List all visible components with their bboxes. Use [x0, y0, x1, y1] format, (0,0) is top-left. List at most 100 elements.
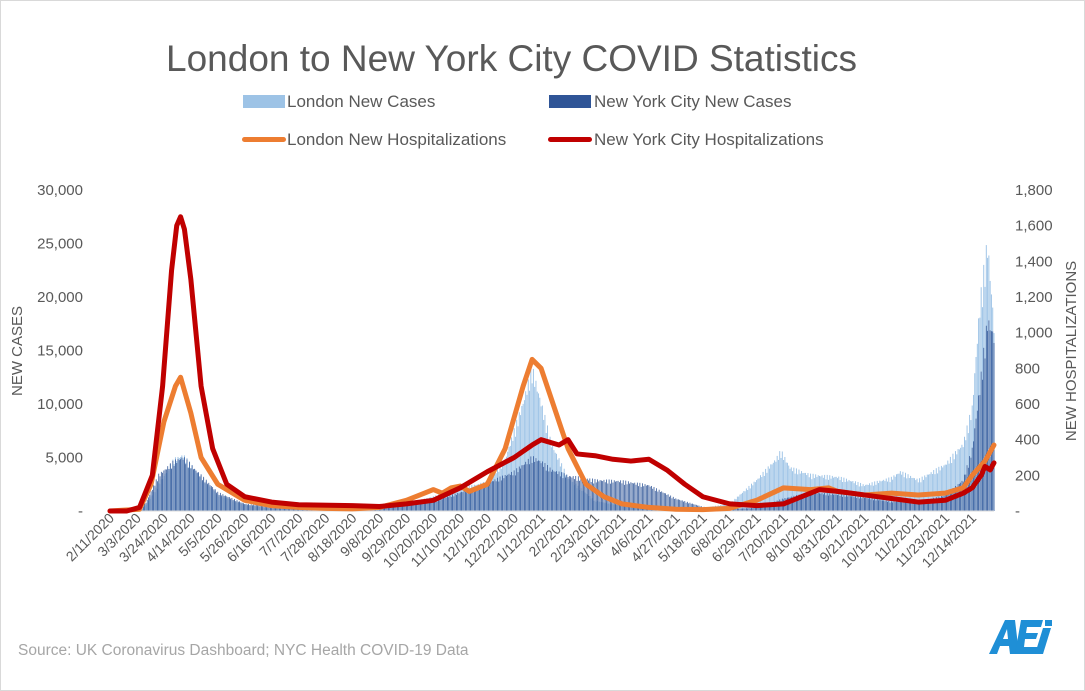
bar — [231, 497, 233, 511]
bar — [408, 505, 410, 511]
bar — [228, 497, 230, 511]
bar — [929, 499, 931, 511]
bar — [577, 476, 579, 511]
bar — [511, 471, 512, 511]
bar — [951, 492, 953, 511]
bar — [562, 478, 564, 511]
bar — [440, 498, 442, 511]
bar — [662, 492, 664, 511]
bar — [985, 325, 987, 511]
bar — [748, 508, 750, 511]
bar — [494, 479, 496, 511]
bar — [893, 501, 895, 511]
bar — [790, 496, 792, 511]
bar — [529, 464, 530, 511]
bar — [398, 506, 400, 511]
bar — [239, 501, 240, 511]
bar — [175, 459, 176, 511]
bar — [423, 502, 425, 511]
bar — [381, 507, 383, 511]
bar — [568, 476, 570, 511]
bar — [829, 493, 831, 511]
bar — [812, 491, 814, 511]
bar — [194, 468, 196, 511]
bar — [660, 491, 661, 511]
bar — [835, 494, 837, 511]
bar — [276, 506, 278, 511]
bar — [906, 502, 908, 511]
bar — [484, 487, 486, 511]
bar — [395, 506, 397, 511]
bar — [267, 506, 269, 511]
bar — [443, 498, 444, 511]
bar — [444, 497, 446, 511]
bar — [676, 499, 678, 511]
bar — [155, 479, 157, 511]
bar — [162, 472, 163, 511]
bar — [153, 485, 155, 511]
bar — [390, 506, 392, 511]
y-tick-label-right: 1,800 — [1015, 182, 1053, 199]
bar — [869, 498, 870, 511]
bar — [957, 449, 959, 511]
bar — [969, 456, 971, 511]
bar — [262, 505, 264, 511]
bars-london-cases — [137, 245, 995, 511]
bar — [223, 495, 225, 511]
bar — [799, 473, 801, 511]
bar — [201, 480, 203, 511]
bar — [639, 482, 641, 511]
bar — [203, 476, 205, 511]
bar — [529, 390, 531, 511]
bar — [565, 477, 566, 511]
bar — [515, 475, 516, 511]
bar — [584, 479, 586, 511]
bar — [756, 507, 758, 511]
bar — [184, 457, 185, 511]
bar — [549, 467, 551, 511]
bar — [930, 472, 932, 511]
bar — [620, 480, 622, 511]
bar — [857, 496, 859, 511]
bar — [826, 474, 828, 511]
y-tick-label-left: 20,000 — [37, 289, 83, 306]
bar — [244, 504, 246, 511]
bar — [920, 502, 922, 511]
bar — [217, 491, 219, 511]
bar — [902, 501, 904, 511]
bar — [436, 501, 438, 511]
line-nyc-hospitalizations — [107, 214, 997, 514]
bar — [536, 461, 538, 511]
bar — [612, 482, 614, 511]
bar — [275, 507, 276, 511]
bars-nyc-cases — [137, 320, 995, 511]
bar — [581, 479, 583, 511]
bar — [441, 499, 443, 511]
bar — [180, 459, 181, 511]
bar — [849, 481, 851, 511]
bar — [550, 471, 552, 511]
bar — [844, 496, 846, 511]
bar — [405, 506, 407, 511]
bar — [530, 368, 532, 511]
bar — [770, 464, 772, 511]
bar — [214, 489, 216, 511]
bar — [797, 496, 799, 511]
bar — [932, 499, 933, 511]
bar — [651, 485, 652, 511]
bar — [459, 492, 461, 511]
bar — [799, 495, 801, 511]
bar — [834, 476, 836, 511]
bar — [871, 498, 873, 511]
bar — [830, 495, 832, 511]
bar — [851, 481, 853, 511]
bar — [847, 481, 849, 511]
bar — [743, 491, 745, 511]
bar — [615, 481, 616, 511]
bar — [186, 459, 188, 511]
bar — [590, 482, 592, 511]
x-axis: 2/11/20203/3/20203/24/20204/14/20205/5/2… — [62, 510, 979, 571]
bar — [754, 508, 756, 511]
bar — [864, 498, 865, 511]
bar — [635, 484, 637, 511]
